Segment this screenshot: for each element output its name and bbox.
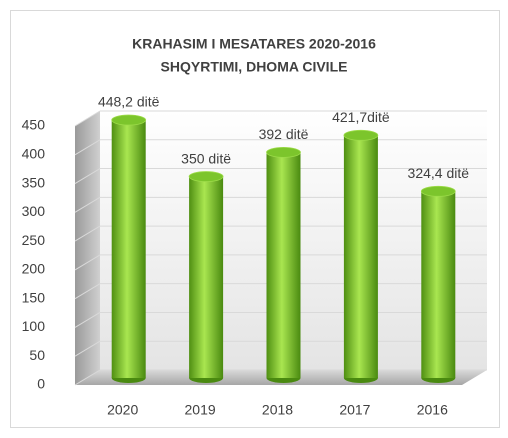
data-label: 324,4 ditë: [408, 165, 470, 181]
grid-line: [74, 340, 101, 357]
bar-top: [420, 185, 456, 197]
x-tick-label: 2020: [107, 402, 138, 418]
bar: [421, 191, 456, 378]
grid-line: [74, 369, 101, 386]
y-tick-label: 450: [22, 117, 46, 133]
x-tick-label: 2017: [339, 402, 370, 418]
bar-top: [188, 171, 224, 182]
bar: [189, 176, 224, 378]
grid-line: [74, 168, 101, 184]
y-tick-label: 400: [22, 145, 46, 161]
data-label: 421,7ditë: [332, 109, 390, 125]
y-tick-label: 0: [37, 376, 45, 392]
y-tick-label: 200: [22, 261, 46, 277]
y-tick-label: 300: [22, 203, 46, 219]
grid-line: [74, 110, 101, 127]
y-tick-label: 50: [29, 347, 45, 363]
grid-line: [74, 139, 101, 156]
x-tick-label: 2016: [417, 402, 448, 418]
y-tick-label: 150: [22, 289, 46, 305]
grid-line: [74, 196, 101, 213]
bar-top: [111, 114, 147, 126]
chart-title: KRAHASIM I MESATARES 2020-2016: [132, 36, 376, 52]
bar: [266, 152, 301, 378]
y-tick-label: 100: [22, 318, 46, 334]
data-label: 350 ditë: [181, 150, 231, 166]
data-label: 448,2 ditë: [98, 94, 160, 110]
y-tick-label: 350: [22, 174, 46, 190]
bar-top: [343, 129, 379, 141]
grid-line: [74, 254, 101, 271]
bar: [111, 120, 146, 378]
x-tick-label: 2019: [185, 402, 216, 418]
bar: [343, 135, 378, 378]
data-label: 392 ditë: [259, 126, 309, 142]
grid-line: [74, 225, 101, 242]
grid-line: [74, 312, 101, 328]
bar-top: [266, 146, 301, 158]
chart-subtitle: SHQYRTIMI, DHOMA CIVILE: [161, 59, 348, 75]
x-tick-label: 2018: [262, 402, 293, 418]
y-tick-label: 250: [22, 232, 46, 248]
grid-line: [74, 283, 101, 300]
